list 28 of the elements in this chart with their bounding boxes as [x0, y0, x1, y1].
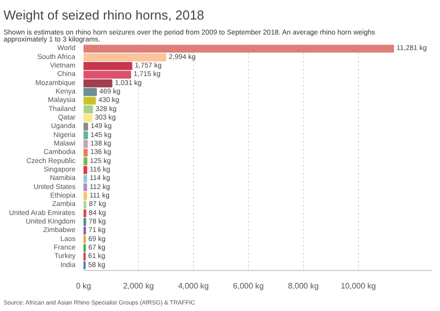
x-tick-label: 2,000 kg: [123, 282, 154, 290]
bar: [84, 53, 166, 62]
bar: [84, 79, 112, 88]
bar: [84, 183, 88, 192]
bar: [84, 174, 88, 183]
bar: [84, 122, 88, 131]
bar: [84, 62, 132, 70]
bar: [84, 192, 88, 200]
x-tick-label: 8,000 kg: [288, 282, 319, 290]
x-tick-label: 6,000 kg: [233, 282, 264, 290]
bar: [84, 131, 88, 140]
bar: [84, 200, 86, 209]
x-tick-label: 4,000 kg: [178, 282, 209, 290]
x-tick-label: 0 kg: [76, 282, 92, 290]
bar: [84, 70, 132, 79]
bar: [84, 209, 86, 218]
bar: [84, 105, 94, 114]
bar: [84, 166, 88, 174]
bar: [84, 157, 88, 166]
chart-title: Weight of seized rhino horns, 2018: [4, 8, 204, 22]
bar: [84, 148, 88, 157]
bar: [84, 114, 92, 122]
bar: [84, 88, 97, 96]
bar: [84, 140, 88, 148]
bar: [84, 218, 86, 226]
bar: [84, 44, 394, 53]
x-tick-label: 10,000 kg: [340, 282, 376, 290]
bar: [84, 96, 96, 105]
